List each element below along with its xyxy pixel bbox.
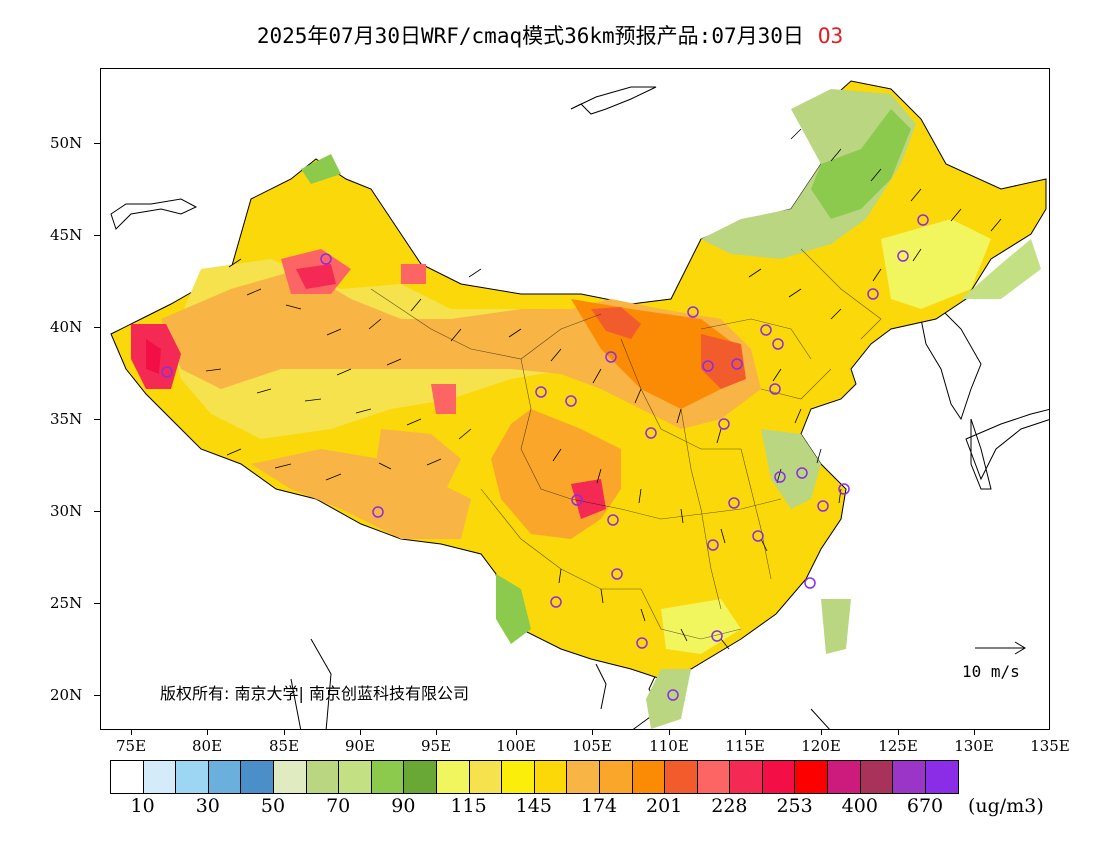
- lon-tick: [436, 730, 437, 735]
- colorbar-swatch: [697, 761, 731, 793]
- lat-label-30n: 30N: [50, 502, 83, 520]
- colorbar-label: 10: [130, 795, 155, 817]
- colorbar-label: 228: [711, 795, 748, 817]
- lat-tick: [94, 419, 100, 420]
- colorbar-label: 400: [841, 795, 878, 817]
- colorbar-swatch: [795, 761, 829, 793]
- lon-tick: [669, 730, 670, 735]
- lon-tick: [131, 730, 132, 735]
- colorbar-unit: (ug/m3): [968, 795, 1044, 817]
- lon-label-90e: 90E: [344, 737, 376, 755]
- lon-label-120e: 120E: [801, 737, 841, 755]
- colorbar-label: 30: [195, 795, 220, 817]
- colorbar-label: 50: [260, 795, 286, 817]
- colorbar-swatch: [306, 761, 340, 793]
- lon-tick: [360, 730, 361, 735]
- colorbar-swatch: [436, 761, 470, 793]
- lon-label-115e: 115E: [725, 737, 765, 755]
- lat-label-50n: 50N: [50, 134, 83, 152]
- map-title: 2025年07月30日WRF/cmaq模式36km预报产品:07月30日 O3: [0, 20, 1100, 50]
- lon-tick: [592, 730, 593, 735]
- lon-tick: [821, 730, 822, 735]
- lon-label-105e: 105E: [572, 737, 612, 755]
- colorbar-swatch: [828, 761, 861, 793]
- lon-tick: [284, 730, 285, 735]
- colorbar-swatch: [534, 761, 568, 793]
- city-markers: [161, 214, 929, 701]
- lon-label-135e: 135E: [1030, 737, 1070, 755]
- colorbar-swatch: [111, 761, 144, 793]
- lon-label-110e: 110E: [649, 737, 689, 755]
- colorbar-swatch: [339, 761, 372, 793]
- colorbar-label: 670: [906, 795, 944, 817]
- lat-label-20n: 20N: [50, 686, 83, 704]
- lat-label-40n: 40N: [50, 318, 83, 336]
- colorbar-swatch: [665, 761, 698, 793]
- colorbar-label: 115: [450, 795, 487, 817]
- lon-tick: [974, 730, 975, 735]
- lat-tick: [94, 235, 100, 236]
- lon-label-85e: 85E: [268, 737, 300, 755]
- lon-label-95e: 95E: [420, 737, 452, 755]
- title-pollutant: O3: [817, 24, 844, 48]
- colorbar-swatch: [567, 761, 600, 793]
- lat-label-35n: 35N: [50, 410, 83, 428]
- title-text: 2025年07月30日WRF/cmaq模式36km预报产品:07月30日: [256, 24, 804, 48]
- lon-label-130e: 130E: [954, 737, 994, 755]
- lon-tick: [745, 730, 746, 735]
- wind-vectors: [205, 128, 1002, 650]
- colorbar-swatch: [893, 761, 926, 793]
- lon-tick: [898, 730, 899, 735]
- colorbar-swatch: [371, 761, 405, 793]
- colorbar-swatch: [502, 761, 535, 793]
- wind-scale-label: 10 m/s: [962, 662, 1020, 681]
- lat-label-25n: 25N: [50, 594, 83, 612]
- colorbar-swatch: [241, 761, 274, 793]
- copyright-text: 版权所有: 南京大学| 南京创蓝科技有限公司: [160, 684, 469, 703]
- colorbar-label: 201: [646, 795, 683, 817]
- lon-label-75e: 75E: [115, 737, 147, 755]
- colorbar-swatch: [632, 761, 666, 793]
- lat-tick: [94, 695, 100, 696]
- province-borders: [370, 248, 882, 640]
- colorbar-swatch: [208, 761, 242, 793]
- colorbar-label: 253: [776, 795, 813, 817]
- map-canvas: [110, 80, 1049, 729]
- lat-tick: [94, 327, 100, 328]
- lon-label-80e: 80E: [191, 737, 223, 755]
- lon-label-100e: 100E: [496, 737, 536, 755]
- lat-tick: [94, 143, 100, 144]
- lon-tick: [207, 730, 208, 735]
- colorbar-label: 70: [326, 795, 351, 817]
- wind-scale-arrow: [975, 641, 1026, 655]
- colorbar-label: 145: [515, 795, 552, 817]
- colorbar-swatch: [860, 761, 894, 793]
- colorbar-swatch: [925, 761, 959, 793]
- ozone-field: [110, 80, 1047, 729]
- colorbar-swatch: [599, 761, 633, 793]
- map-panel: [100, 68, 1050, 730]
- lon-label-125e: 125E: [878, 737, 918, 755]
- colorbar-label: 90: [391, 795, 416, 817]
- lat-tick: [94, 511, 100, 512]
- colorbar-swatch: [730, 761, 763, 793]
- colorbar-swatch: [143, 761, 177, 793]
- colorbar-label: 174: [580, 795, 618, 817]
- colorbar-swatch: [176, 761, 209, 793]
- colorbar-swatch: [469, 761, 503, 793]
- colorbar-swatch: [762, 761, 796, 793]
- lat-tick: [94, 603, 100, 604]
- lon-tick: [516, 730, 517, 735]
- lat-label-45n: 45N: [50, 226, 83, 244]
- colorbar: [110, 760, 960, 794]
- colorbar-swatch: [404, 761, 437, 793]
- colorbar-swatch: [273, 761, 307, 793]
